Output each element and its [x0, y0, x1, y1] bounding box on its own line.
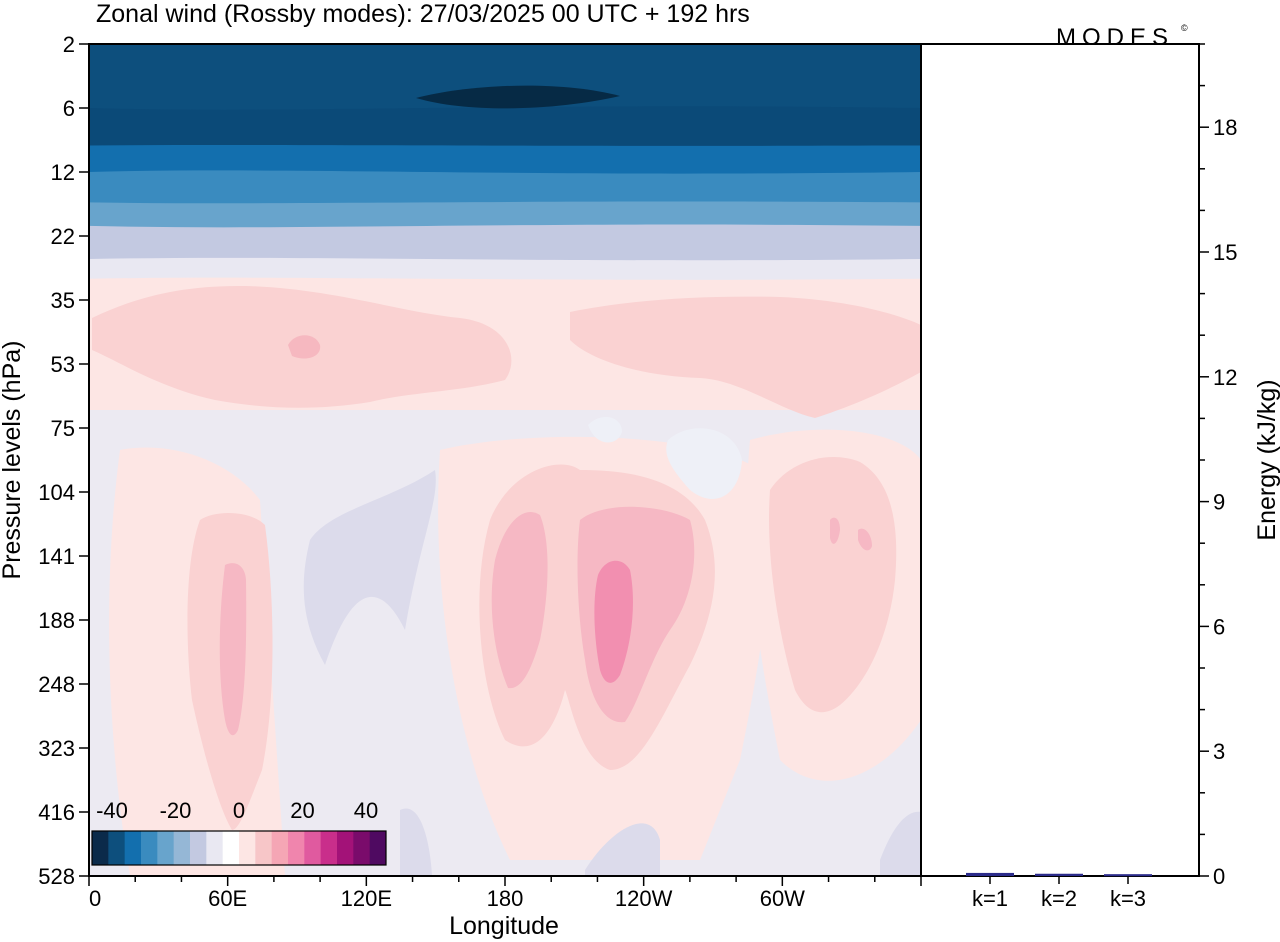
x-axis-label: Longitude: [449, 912, 559, 940]
colorbar-swatch: [190, 831, 207, 865]
longitude-tick-label: 120E: [341, 886, 392, 911]
wind-band: [89, 201, 921, 228]
energy-axis-label: Energy (kJ/kg): [1253, 379, 1280, 540]
colorbar-swatch: [108, 831, 126, 865]
pressure-tick-label: 35: [51, 288, 75, 313]
energy-tick-label: 18: [1213, 115, 1237, 140]
colorbar-swatch: [141, 831, 158, 865]
energy-bar: [1035, 873, 1083, 876]
colorbar-swatch: [222, 831, 240, 865]
colorbar-swatch: [157, 831, 175, 865]
pressure-tick-label: 528: [38, 864, 75, 889]
energy-panel: [920, 43, 1200, 877]
pressure-tick-label: 12: [51, 160, 75, 185]
energy-axis: 0 3 6 9 12 15 18: [1199, 43, 1237, 889]
negative-streak: [880, 811, 921, 876]
jet-core: [416, 85, 620, 109]
longitude-tick-label: 120W: [615, 886, 673, 911]
logo-mark: ©: [1181, 23, 1188, 33]
wind-band: [89, 144, 921, 174]
colorbar-swatch: [304, 831, 322, 865]
colorbar-tick-label: 40: [354, 798, 378, 823]
negative-streak: [585, 823, 660, 876]
pressure-tick-label: 323: [38, 736, 75, 761]
chart-title: Zonal wind (Rossby modes): 27/03/2025 00…: [96, 0, 750, 28]
colorbar-swatch: [255, 831, 273, 865]
contour-features: [89, 85, 921, 876]
energy-tick-label: 0: [1213, 864, 1225, 889]
colorbar-swatch: [320, 831, 338, 865]
neutral-island: [588, 416, 622, 443]
longitude-tick-label: 0: [89, 886, 101, 911]
colorbar-swatch: [239, 831, 256, 865]
colorbar-frame: [91, 830, 387, 866]
trop-lobe-3: [769, 457, 897, 713]
contour-plot: [89, 44, 921, 876]
trop-lobe-3-spot: [830, 517, 840, 544]
y-axis-label: Pressure levels (hPa): [0, 341, 26, 580]
colorbar-swatch: [288, 831, 305, 865]
longitude-axis: 0 60E 120E 180 120W 60W: [88, 876, 922, 911]
colorbar: -40 -20 0 20 40: [91, 798, 387, 866]
energy-bar: [1104, 874, 1152, 877]
pressure-tick-label: 22: [51, 224, 75, 249]
neutral-island: [666, 428, 742, 499]
negative-streak: [400, 808, 432, 876]
colorbar-swatch: [206, 831, 224, 865]
pressure-tick-label: 75: [51, 416, 75, 441]
k-tick-label: k=2: [1041, 886, 1077, 911]
wind-band: [89, 44, 921, 110]
pressure-tick-label: 188: [38, 608, 75, 633]
wind-band: [89, 257, 921, 281]
pressure-axis: 2 6 12 22 35 53 75 104 141 188 248 323 416 528: [38, 32, 89, 889]
longitude-tick-label: 180: [487, 886, 524, 911]
colorbar-tick-label: 0: [233, 798, 245, 823]
colorbar-tick-label: -20: [160, 798, 192, 823]
energy-tick-label: 15: [1213, 240, 1237, 265]
energy-tick-label: 12: [1213, 365, 1237, 390]
pressure-tick-label: 248: [38, 672, 75, 697]
colorbar-swatch: [369, 831, 387, 865]
trop-lobe-3-spot: [858, 528, 872, 551]
energy-tick-label: 6: [1213, 614, 1225, 639]
colorbar-swatch: [271, 831, 289, 865]
colorbar-swatch: [337, 831, 354, 865]
pressure-tick-label: 6: [63, 96, 75, 121]
energy-tick-label: 9: [1213, 490, 1225, 515]
wind-band: [89, 106, 921, 148]
pressure-tick-label: 141: [38, 544, 75, 569]
pressure-tick-label: 53: [51, 352, 75, 377]
colorbar-swatch: [353, 831, 371, 865]
longitude-tick-label: 60W: [760, 886, 805, 911]
colorbar-swatch: [173, 831, 191, 865]
negative-streak: [303, 470, 436, 665]
k-tick-label: k=1: [972, 886, 1008, 911]
pressure-tick-label: 2: [63, 32, 75, 57]
upper-positive-spot: [288, 335, 321, 359]
colorbar-swatch: [92, 831, 109, 865]
colorbar-tick-label: -40: [96, 798, 128, 823]
wind-band: [89, 224, 921, 262]
upper-positive-lobe: [570, 296, 921, 418]
energy-bars: [966, 872, 1152, 877]
k-tick-label: k=3: [1110, 886, 1146, 911]
colorbar-tick-label: 20: [290, 798, 314, 823]
pressure-tick-label: 416: [38, 800, 75, 825]
wind-band: [89, 170, 921, 205]
longitude-tick-label: 60E: [208, 886, 247, 911]
energy-tick-label: 3: [1213, 739, 1225, 764]
trop-lobe-2-core: [594, 560, 633, 683]
colorbar-swatch: [124, 831, 142, 865]
pressure-tick-label: 104: [38, 480, 75, 505]
wavenumber-axis: k=1 k=2 k=3: [972, 876, 1146, 911]
energy-bar: [966, 872, 1014, 876]
trop-lobe-1-core: [219, 563, 247, 736]
trop-lobe-2-inner-west: [491, 512, 548, 689]
